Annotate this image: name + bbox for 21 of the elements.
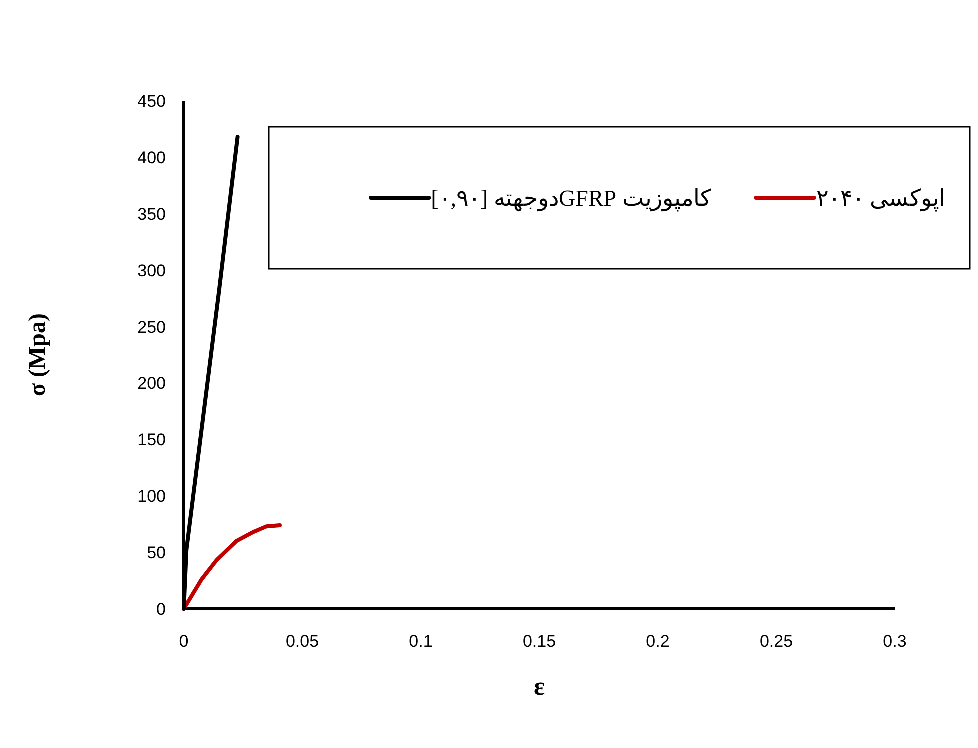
y-tick-label: 200 xyxy=(138,374,166,394)
x-axis-title: ε xyxy=(534,672,546,701)
y-tick-label: 150 xyxy=(138,430,166,450)
x-tick-label: 0.05 xyxy=(286,632,320,651)
x-tick-label: 0.3 xyxy=(883,632,907,651)
y-tick-label: 300 xyxy=(138,261,166,280)
y-tick-label: 350 xyxy=(138,204,166,224)
legend-label: اپوکسی ۲۰۴۰ xyxy=(816,186,945,212)
y-tick-label: 250 xyxy=(138,318,166,337)
y-tick-label: 450 xyxy=(138,92,166,111)
legend-label: کامپوزیت GFRPدوجهته [۰,۹۰] xyxy=(431,186,712,212)
x-tick-label: 0.2 xyxy=(646,632,670,651)
x-tick-label: 0.1 xyxy=(409,632,433,651)
x-tick-label: 0.15 xyxy=(522,632,556,651)
x-tick-label: 0.25 xyxy=(760,632,794,651)
x-tick-label: 0 xyxy=(179,632,189,651)
y-axis-title: σ (Mpa) xyxy=(25,313,51,397)
y-tick-label: 0 xyxy=(156,600,166,619)
y-tick-label: 50 xyxy=(147,544,166,563)
y-tick-label: 400 xyxy=(138,148,166,168)
y-tick-label: 100 xyxy=(138,487,166,506)
